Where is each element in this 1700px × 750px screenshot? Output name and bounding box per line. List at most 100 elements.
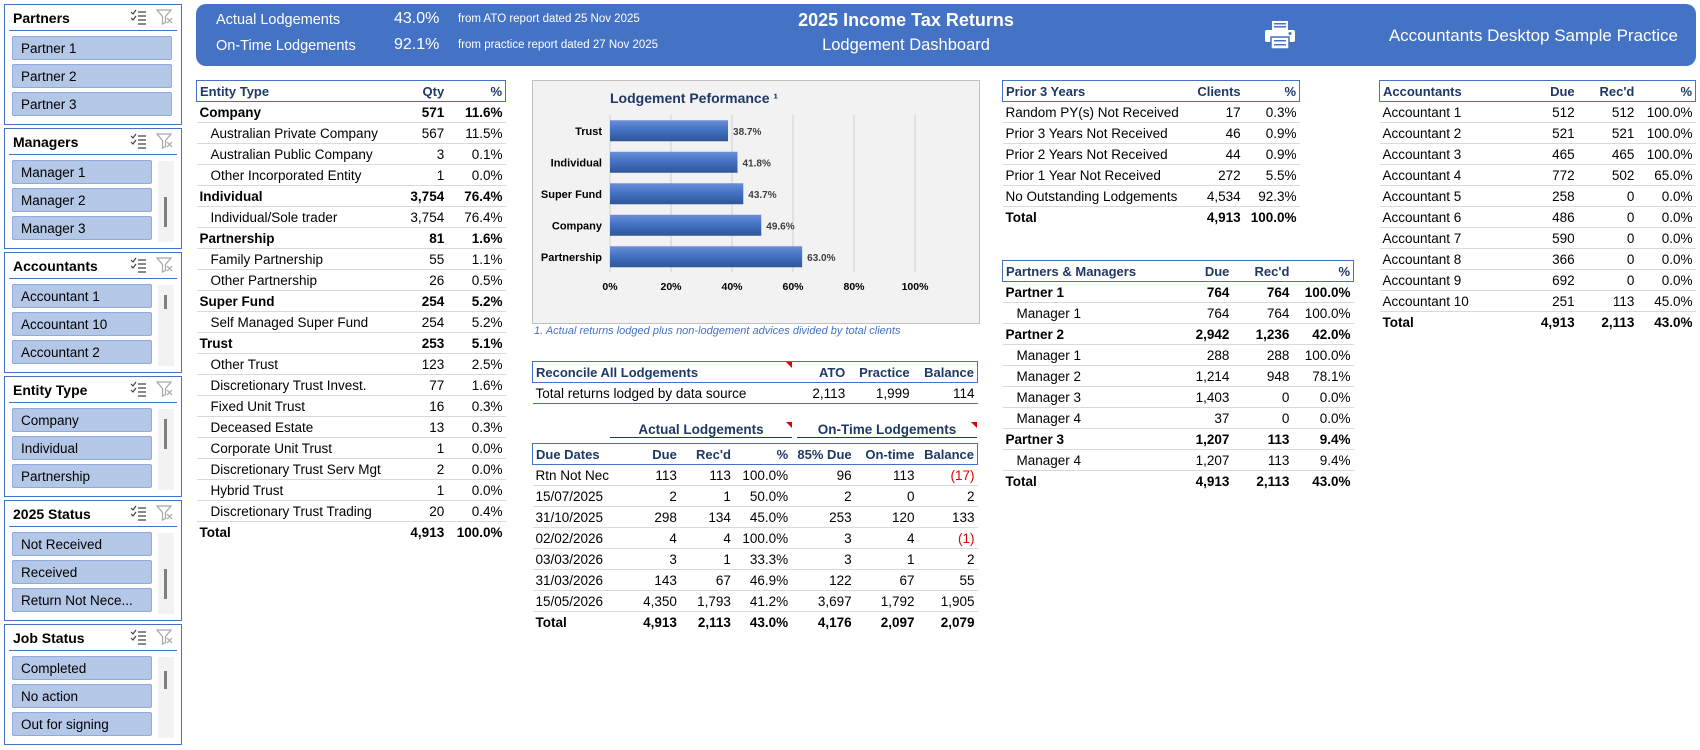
due-85: 3 [791,527,855,549]
slicer-item-partner-2[interactable]: Partner 2 [12,64,172,88]
entity-label: Trust [196,332,397,354]
slicer-item-out-for-signing[interactable]: Out for signing [12,712,152,736]
partner-manager-row: Manager 4 37 0 0.0% [1002,407,1354,429]
entity-row: Company 571 11.6% [196,101,506,123]
pct: 78.1% [1292,365,1354,387]
clear-filter-icon[interactable] [156,629,173,645]
prior-years-table: Prior 3 Years Clients % Random PY(s) Not… [1002,80,1300,227]
slicer-item-completed[interactable]: Completed [12,656,152,680]
due: 1,214 [1177,365,1233,387]
comment-indicator[interactable] [971,422,977,428]
pct: 9.4% [1292,428,1354,450]
due-date-row: Rtn Not Nec 113 113 100.0% 96 113 (17) [532,464,978,486]
balance: 2 [917,485,978,507]
slicer-item-partner-1[interactable]: Partner 1 [12,36,172,60]
entity-row: Other Trust 123 2.5% [196,353,506,375]
comment-indicator[interactable] [786,362,792,368]
bar-value-label: 41.8% [742,158,770,169]
slicer-item-return-not-nece[interactable]: Return Not Nece... [12,588,152,612]
multi-select-icon[interactable] [130,9,147,25]
entity-pct: 0.0% [447,458,506,480]
actual-lodgements-label: Actual Lodgements [216,12,341,28]
slicer-header: Managers [9,129,177,155]
due85-col-header: 85% Due [791,443,855,465]
balance: (1) [917,527,978,549]
comment-indicator[interactable] [786,422,792,428]
recd: 0 [1577,248,1638,270]
name: Manager 1 [1002,344,1178,366]
multi-select-icon[interactable] [130,381,147,397]
slicer-item-manager-2[interactable]: Manager 2 [12,188,152,212]
slicer-header: Entity Type [9,377,177,403]
clear-filter-icon[interactable] [156,133,173,149]
clear-filter-icon[interactable] [156,257,173,273]
slicer-scrollbar[interactable] [158,161,174,242]
bar-value-label: 63.0% [807,253,835,264]
bar [610,214,762,236]
slicer-item-company[interactable]: Company [12,408,152,432]
ontime-col-header: On-time [854,443,918,465]
recd: 502 [1577,164,1638,186]
entity-row: Other Incorporated Entity 1 0.0% [196,164,506,186]
entity-pct: 5.1% [447,332,506,354]
slicer-tools [130,505,173,521]
slicer-item-manager-1[interactable]: Manager 1 [12,160,152,184]
multi-select-icon[interactable] [130,629,147,645]
slicer-item-accountant-1[interactable]: Accountant 1 [12,284,152,308]
due: 37 [1177,407,1233,429]
slicer-scrollbar[interactable] [158,285,174,366]
scrollbar-thumb[interactable] [164,295,167,309]
slicer-tools [130,629,173,645]
pct: 0.0% [1637,206,1696,228]
slicer-item-individual[interactable]: Individual [12,436,152,460]
slicer-item-accountant-10[interactable]: Accountant 10 [12,312,152,336]
accountant-name: Accountant 8 [1379,248,1523,270]
slicer-scrollbar[interactable] [158,409,174,490]
multi-select-icon[interactable] [130,133,147,149]
slicer-item-received[interactable]: Received [12,560,152,584]
slicer-tools [130,133,173,149]
name: Manager 1 [1002,302,1178,324]
clear-filter-icon[interactable] [156,9,173,25]
prior-label: Random PY(s) Not Received [1002,101,1190,123]
scrollbar-thumb[interactable] [164,671,167,689]
entity-pct: 0.5% [447,269,506,291]
slicer-items: Accountant 1 Accountant 10 Accountant 2 [5,279,181,372]
dashboard-title: 2025 Income Tax Returns [798,10,1014,30]
slicer-scrollbar[interactable] [158,657,174,738]
clear-filter-icon[interactable] [156,381,173,397]
slicer-item-partner-3[interactable]: Partner 3 [12,92,172,116]
slicer-item-not-received[interactable]: Not Received [12,532,152,556]
slicer-item-manager-3[interactable]: Manager 3 [12,216,152,240]
due-col-header: Due [1522,80,1578,102]
slicer-item-accountant-2[interactable]: Accountant 2 [12,340,152,364]
accountant-name: Accountant 2 [1379,122,1523,144]
reconcile-header: Reconcile All Lodgements [532,361,796,383]
pct: 42.0% [1292,323,1354,345]
entity-pct: 11.5% [447,122,506,144]
slicer-2025-status: 2025 Status Not Received Received Return No… [4,500,182,621]
on-time: 4 [854,527,918,549]
due-date-total-row: Total 4,913 2,113 43.0% 4,176 2,097 2,079 [532,611,978,632]
entity-qty: 1 [396,437,448,459]
x-tick-label: 80% [843,281,865,293]
due-date-row: 31/03/2026 143 67 46.9% 122 67 55 [532,569,978,591]
clear-filter-icon[interactable] [156,505,173,521]
slicer-item-no-action[interactable]: No action [12,684,152,708]
scrollbar-thumb[interactable] [164,197,167,227]
scrollbar-thumb[interactable] [164,419,167,449]
slicer-title: Job Status [13,629,85,646]
multi-select-icon[interactable] [130,257,147,273]
entity-label: Deceased Estate [196,416,397,438]
printer-icon[interactable] [1264,20,1296,55]
slicer-scrollbar[interactable] [158,533,174,614]
entity-row: Deceased Estate 13 0.3% [196,416,506,438]
entity-row: Hybrid Trust 1 0.0% [196,479,506,501]
multi-select-icon[interactable] [130,505,147,521]
total-recd: 2,113 [1577,311,1638,332]
partner-manager-row: Manager 1 764 764 100.0% [1002,302,1354,324]
scrollbar-thumb[interactable] [164,569,167,599]
slicer-item-partnership[interactable]: Partnership [12,464,152,488]
pct: 92.3% [1243,185,1300,207]
name: Partner 3 [1002,428,1178,450]
